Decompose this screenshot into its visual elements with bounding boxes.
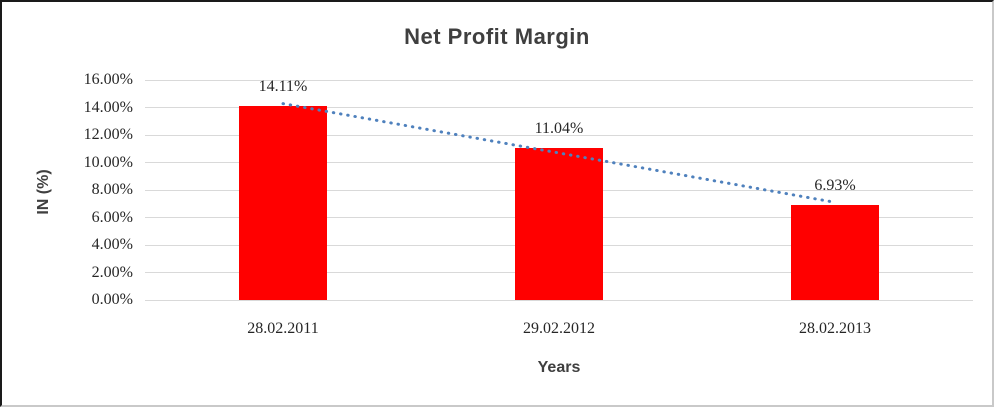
trendline <box>281 102 837 204</box>
chart-title: Net Profit Margin <box>404 24 590 49</box>
y-tick-label: 16.00% <box>83 71 133 88</box>
y-tick-label: 12.00% <box>83 126 133 143</box>
data-label: 14.11% <box>258 78 308 95</box>
data-label: 6.93% <box>814 176 856 194</box>
bar <box>791 204 879 300</box>
gridline <box>145 79 973 81</box>
y-tick-label: 14.00% <box>83 98 133 116</box>
gridline <box>145 299 973 301</box>
y-tick-label: 0.00% <box>91 291 133 308</box>
y-axis-tick-labels: 0.00% 2.00% 4.00% 6.00% 8.00% 10.00% 12.00% 14.… <box>2 71 133 308</box>
x-axis-title: Years <box>537 359 581 376</box>
x-tick-label: 29.02.2012 <box>523 320 595 337</box>
x-tick-label: 28.02.2011 <box>247 320 319 337</box>
data-label: 11.04% <box>534 120 584 138</box>
y-tick-label: 4.00% <box>91 236 133 253</box>
y-tick-label: 2.00% <box>91 263 133 281</box>
y-tick-label: 6.00% <box>91 208 133 226</box>
trendline-layer <box>281 102 837 204</box>
y-tick-label: 10.00% <box>83 153 133 171</box>
gridline <box>145 107 973 108</box>
plot-area: 14.11% 11.04% 6.93% <box>145 78 973 301</box>
y-tick-label: 8.00% <box>91 181 133 198</box>
gridline <box>145 134 973 136</box>
x-axis-tick-labels: 28.02.2011 29.02.2012 28.02.2013 <box>145 319 973 339</box>
bar <box>239 105 327 300</box>
x-tick-label: 28.02.2013 <box>799 320 871 337</box>
bar <box>515 148 603 300</box>
